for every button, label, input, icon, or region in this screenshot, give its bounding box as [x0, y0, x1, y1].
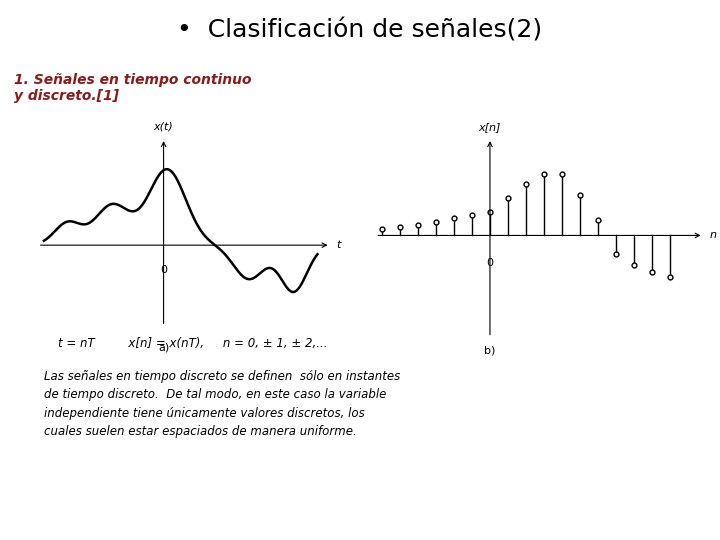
Text: Las señales en tiempo discreto se definen  sólo en instantes
    de tiempo discr: Las señales en tiempo discreto se define…: [29, 370, 400, 438]
Text: t: t: [336, 240, 341, 250]
Text: x[n]: x[n]: [479, 122, 501, 132]
Text: 0: 0: [160, 265, 167, 275]
Text: n: n: [710, 231, 717, 240]
Text: a): a): [158, 342, 169, 353]
Text: 1. Señales en tiempo continuo
y discreto.[1]: 1. Señales en tiempo continuo y discreto…: [14, 73, 252, 103]
Text: •  Clasificación de señales(2): • Clasificación de señales(2): [177, 19, 543, 43]
Text: 0: 0: [487, 258, 493, 268]
Text: x(t): x(t): [153, 122, 174, 132]
Text: b): b): [485, 346, 495, 356]
Text: t = nT         x[n] = x(nT),     n = 0, ± 1, ± 2,...: t = nT x[n] = x(nT), n = 0, ± 1, ± 2,...: [58, 338, 327, 350]
